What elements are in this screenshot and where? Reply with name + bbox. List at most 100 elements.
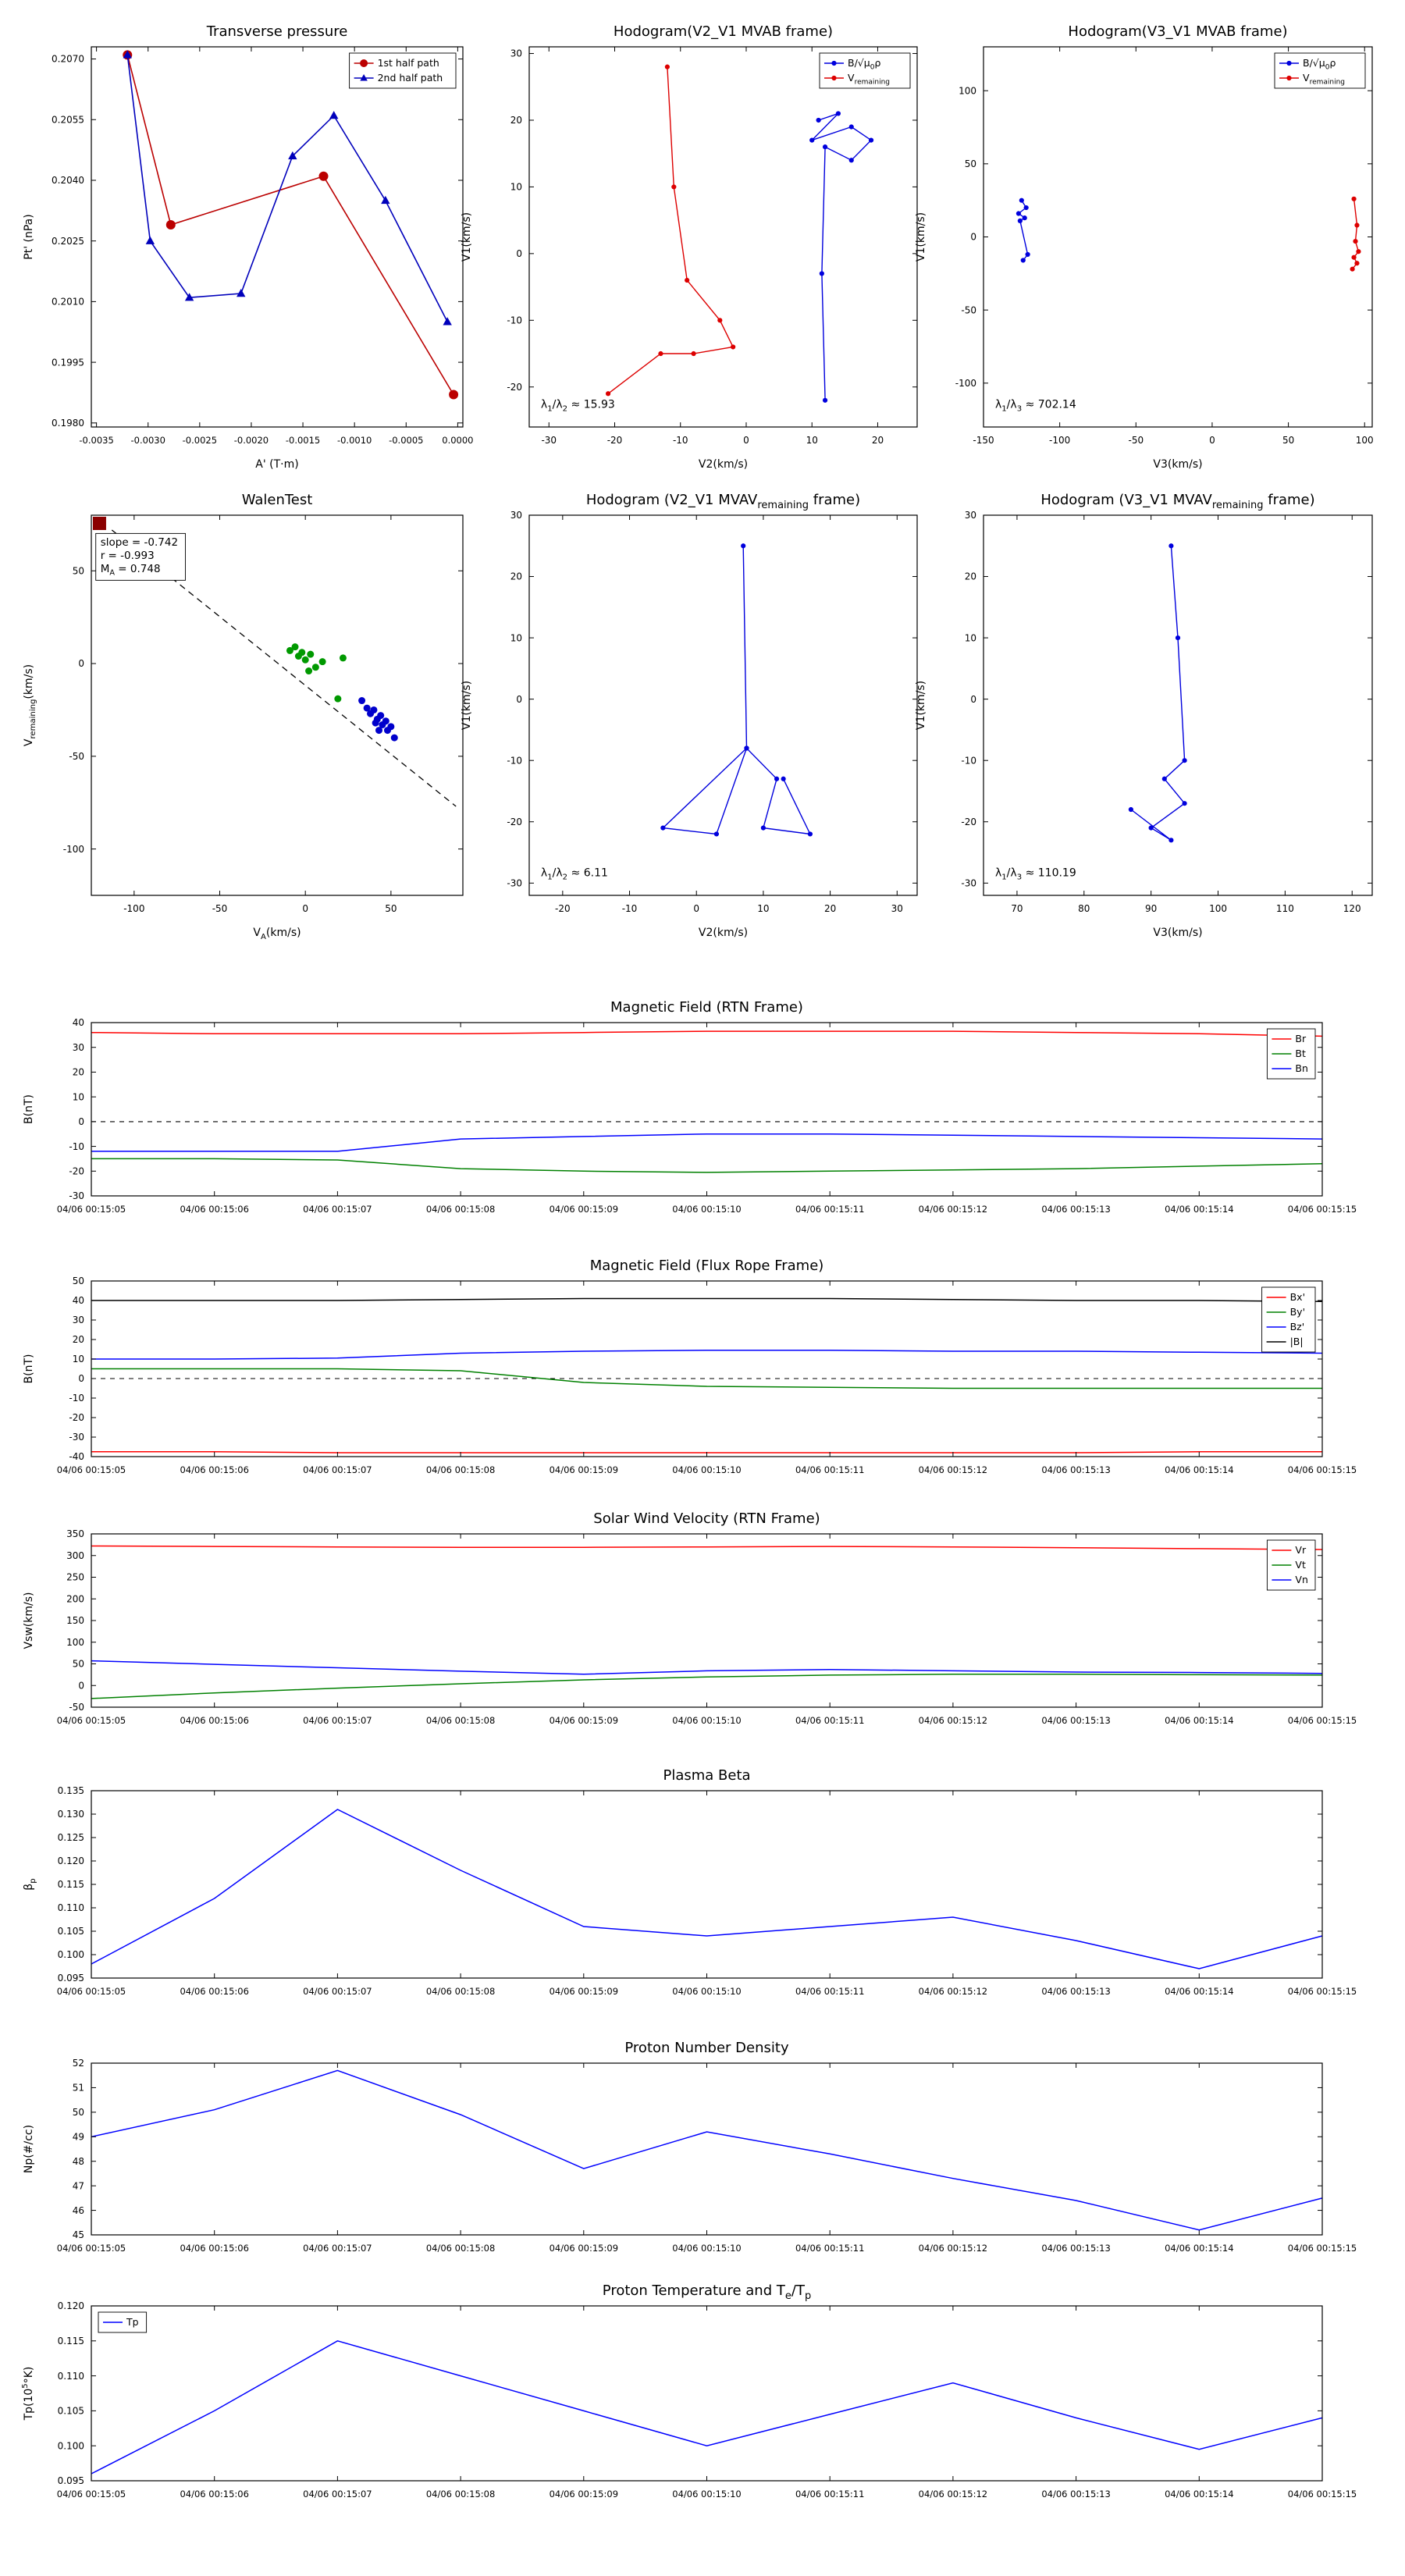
x-tick-label: -100 (1049, 435, 1070, 446)
y-tick-label: 50 (73, 1659, 84, 1670)
stats-line: slope = -0.742 (101, 536, 178, 549)
legend-label: Tp (126, 2316, 139, 2328)
y-tick-label: 0 (970, 694, 976, 705)
x-tick-label: 04/06 00:15:12 (919, 2243, 987, 2254)
x-tick-label: 04/06 00:15:13 (1041, 1986, 1110, 1997)
x-tick-label: 04/06 00:15:07 (303, 2243, 372, 2254)
y-tick-label: 0.2010 (52, 297, 84, 308)
legend: Br Bt Bn (1266, 1028, 1316, 1080)
series-bz-prime (91, 1350, 1323, 1360)
x-tick-label: 04/06 00:15:08 (426, 2243, 495, 2254)
y-tick-label: 150 (66, 1615, 84, 1626)
chart-title: Transverse pressure (206, 23, 348, 40)
x-tick-label: 50 (385, 903, 397, 914)
series-b-path (809, 111, 874, 403)
y-tick-label: 20 (510, 115, 522, 126)
x-tick-label: 04/06 00:15:10 (672, 1204, 741, 1215)
x-tick-label: 04/06 00:15:14 (1165, 1464, 1233, 1475)
x-tick-label: 0 (302, 903, 308, 914)
x-tick-label: 20 (872, 435, 884, 446)
x-tick-label: 04/06 00:15:09 (550, 1204, 618, 1215)
series-by-prime (91, 1368, 1322, 1389)
y-tick-label: -10 (507, 315, 522, 326)
y-tick-label: 0.105 (58, 2406, 84, 2417)
series-bt (91, 1158, 1323, 1173)
y-tick-label: -30 (69, 1190, 84, 1201)
y-tick-label: 0 (78, 658, 84, 669)
y-tick-label: 0 (78, 1373, 84, 1384)
x-tick-label: 04/06 00:15:10 (672, 1986, 741, 1997)
chart-vsw-rtn: Vr Vt Vn 04/06 00:15:05 04/06 00:15:06 04/06 … (23, 1510, 1357, 1726)
x-tick-label: 50 (1282, 435, 1294, 446)
y-tick-label: 50 (73, 2107, 84, 2118)
stats-line: r = -0.993 (101, 550, 155, 562)
y-tick-label: 0.095 (58, 1973, 84, 1984)
x-tick-label: 04/06 00:15:06 (180, 1464, 248, 1475)
y-tick-label: 10 (965, 632, 976, 643)
x-tick-label: 04/06 00:15:10 (672, 2243, 741, 2254)
y-tick-label: 20 (965, 571, 976, 582)
legend-label: Vr (1295, 1544, 1307, 1556)
y-tick-label: 20 (73, 1067, 84, 1078)
x-tick-label: 04/06 00:15:15 (1288, 1464, 1357, 1475)
y-tick-label: 49 (73, 2131, 84, 2142)
series-vr (91, 1545, 1323, 1550)
x-tick-label: 04/06 00:15:06 (180, 2489, 248, 2500)
x-tick-label: 04/06 00:15:05 (57, 2243, 126, 2254)
x-tick-label: 04/06 00:15:09 (550, 2489, 618, 2500)
chart-transverse-pressure: 1st half path 2nd half path -0.0035 -0.0030… (23, 23, 474, 471)
chart-title: Hodogram(V3_V1 MVAB frame) (1068, 23, 1287, 40)
legend-label: 1st half path (378, 57, 439, 69)
x-tick-label: 04/06 00:15:05 (57, 2489, 126, 2500)
y-tick-label: -10 (69, 1393, 84, 1404)
y-axis-label: Pt' (nPa) (23, 214, 35, 259)
x-tick-label: 04/06 00:15:11 (795, 1986, 864, 1997)
chart-hodogram-v2v1-mvav: λ1/λ2 ≈ 6.11 -20 -10 0 10 20 30 -30 -20 -10 0 10 20 3… (461, 492, 918, 939)
x-tick-label: 04/06 00:15:13 (1041, 2489, 1110, 2500)
y-tick-label: -100 (955, 378, 976, 389)
x-tick-label: 0 (1209, 435, 1215, 446)
x-tick-label: 10 (806, 435, 818, 446)
x-tick-label: 04/06 00:15:10 (672, 1715, 741, 1726)
x-tick-label: 04/06 00:15:12 (919, 1986, 987, 1997)
y-tick-label: 10 (510, 632, 522, 643)
x-tick-label: 0 (743, 435, 749, 446)
x-tick-label: -10 (673, 435, 688, 446)
x-tick-label: 04/06 00:15:05 (57, 1204, 126, 1215)
legend: Bx' By' Bz' |B| (1261, 1286, 1316, 1353)
legend-label: Br (1295, 1033, 1307, 1044)
y-tick-label: 10 (73, 1354, 84, 1364)
y-tick-label: 0.095 (58, 2475, 84, 2486)
y-tick-label: 0.2070 (52, 54, 84, 65)
x-tick-label: 04/06 00:15:11 (795, 2243, 864, 2254)
x-tick-label: -50 (212, 903, 228, 914)
legend: Vr Vt Vn (1266, 1539, 1316, 1591)
y-axis-label: Tp(105°K) (21, 2367, 35, 2421)
x-tick-label: 04/06 00:15:15 (1288, 1204, 1357, 1215)
chart-plasma-beta: 04/06 00:15:05 04/06 00:15:06 04/06 00:15:… (23, 1767, 1357, 1997)
y-tick-label: 0 (516, 694, 522, 705)
series-tp (91, 2339, 1323, 2475)
series-br (91, 1030, 1323, 1037)
x-tick-label: 04/06 00:15:13 (1041, 1204, 1110, 1215)
series-v-remaining-path (1350, 196, 1361, 272)
legend-label: Vt (1295, 1559, 1306, 1571)
x-tick-label: 04/06 00:15:14 (1165, 2489, 1233, 2500)
chart-proton-density: 04/06 00:15:05 04/06 00:15:06 04/06 00:15:… (23, 2040, 1357, 2254)
corner-marker (92, 516, 106, 530)
x-tick-label: 04/06 00:15:11 (795, 1715, 864, 1726)
x-tick-label: -0.0035 (79, 435, 113, 446)
x-axis-label: VA(km/s) (253, 927, 301, 941)
x-tick-label: 70 (1011, 903, 1023, 914)
y-tick-label: 200 (66, 1593, 84, 1604)
y-tick-label: 46 (73, 2205, 84, 2216)
y-axis-label: V1(km/s) (915, 681, 927, 730)
series-second-half-path (123, 50, 452, 326)
x-tick-label: 04/06 00:15:09 (550, 1715, 618, 1726)
legend-label: Bz' (1290, 1321, 1305, 1332)
y-tick-label: 0.2025 (52, 236, 84, 247)
legend-label: Bx' (1290, 1291, 1305, 1303)
